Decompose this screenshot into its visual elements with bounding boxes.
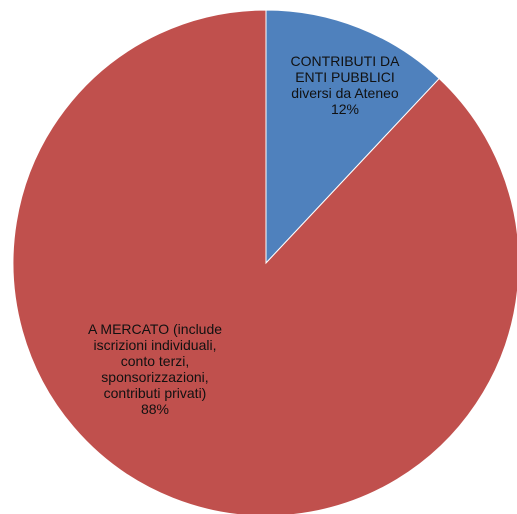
- pie-slice-label-line: sponsorizzazioni,: [101, 369, 208, 385]
- pie-slice-label-line: CONTRIBUTI DA: [291, 53, 401, 69]
- pie-labels: CONTRIBUTI DA ENTI PUBBLICI diversi da Ate…: [88, 53, 400, 417]
- pie-slice-percent: 12%: [331, 101, 359, 117]
- pie-slices: [12, 9, 517, 514]
- pie-slice-label-0: CONTRIBUTI DA ENTI PUBBLICI diversi da Ate…: [291, 53, 401, 117]
- pie-slice-label-1: A MERCATO (include iscrizioni individuali…: [88, 321, 222, 417]
- pie-slice-label-line: conto terzi,: [121, 353, 189, 369]
- pie-slice-label-line: A MERCATO (include: [88, 321, 222, 337]
- pie-slice-label-line: diversi da Ateneo: [291, 85, 399, 101]
- pie-slice-0: [265, 9, 440, 265]
- pie-slice-percent: 88%: [141, 401, 169, 417]
- pie-slice-label-line: contributi privati): [104, 385, 207, 401]
- pie-slice-label-line: ENTI PUBBLICI: [295, 69, 395, 85]
- pie-slice-1: [12, 9, 517, 514]
- pie-slice-label-line: iscrizioni individuali,: [94, 337, 217, 353]
